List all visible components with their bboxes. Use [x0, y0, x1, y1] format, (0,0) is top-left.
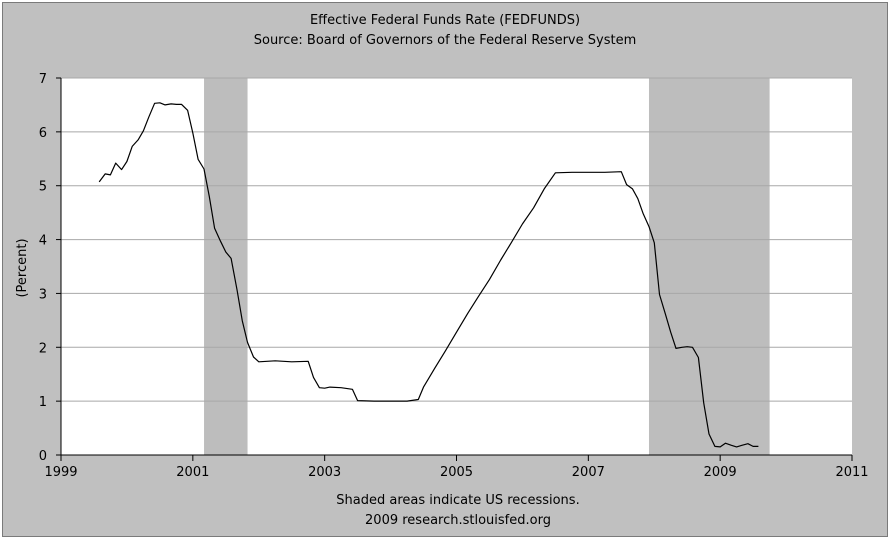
y-tick-label: 5 — [39, 180, 47, 195]
y-tick-label: 3 — [39, 287, 47, 302]
y-tick-label: 6 — [39, 126, 47, 141]
source-credit: 2009 research.stlouisfed.org — [365, 513, 551, 528]
x-tick-label: 2005 — [440, 465, 473, 480]
x-tick-label: 2011 — [835, 465, 868, 480]
chart-svg: Effective Federal Funds Rate (FEDFUNDS) … — [15, 13, 869, 528]
x-tick-label: 2001 — [176, 465, 209, 480]
y-tick-label: 2 — [39, 341, 47, 356]
plot-area: 0 1 2 3 4 5 6 7 1999 2001 2003 2005 2007 2009 2011 — [39, 72, 869, 480]
recession-band-2 — [648, 78, 770, 455]
x-tick-label: 2009 — [704, 465, 737, 480]
y-tick-label: 0 — [39, 449, 47, 464]
y-tick-label: 1 — [39, 395, 47, 410]
y-axis-label: (Percent) — [15, 238, 30, 297]
x-tick-label: 1999 — [44, 465, 77, 480]
chart-title: Effective Federal Funds Rate (FEDFUNDS) — [310, 13, 580, 28]
recession-note: Shaded areas indicate US recessions. — [336, 493, 579, 508]
y-tick-label: 4 — [39, 234, 47, 249]
chart-subtitle: Source: Board of Governors of the Federa… — [254, 33, 637, 48]
x-tick-label: 2007 — [572, 465, 605, 480]
recession-band-1 — [204, 78, 248, 455]
series-line-1 — [98, 102, 759, 448]
x-tick-label: 2003 — [308, 465, 341, 480]
y-tick-label: 7 — [39, 72, 47, 87]
